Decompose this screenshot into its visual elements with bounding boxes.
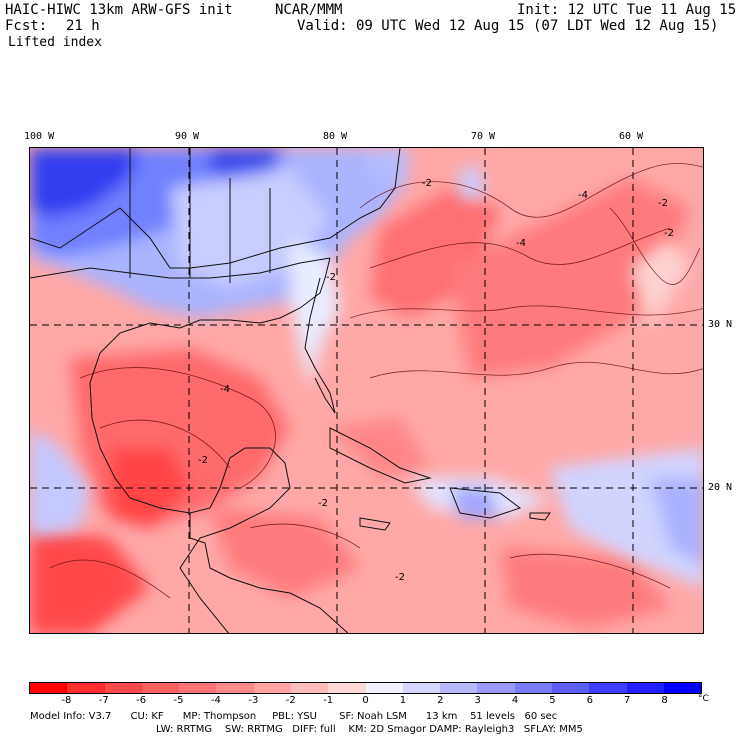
lon-label-70w: 70 W	[471, 131, 496, 142]
color-scale-box	[589, 683, 627, 693]
color-scale-box	[290, 683, 329, 693]
stable-pockets	[30, 168, 703, 588]
model-info-line-1: Model Info: V3.7 CU: KF MP: Thompson PBL…	[30, 711, 558, 722]
color-scale-tick-label: 5	[549, 695, 556, 706]
color-scale-tick-label: 4	[511, 695, 519, 706]
color-scale-tick-label: 8	[661, 695, 668, 706]
color-scale-unit: °C	[698, 694, 709, 704]
contour-label-group: -2 -4 -2 -4 -2 -2 -4 -2 -2 -2	[198, 178, 674, 583]
lat-label-30n: 30 N	[708, 319, 733, 330]
map-canvas: -2 -4 -2 -4 -2 -2 -4 -2 -2 -2	[30, 148, 703, 633]
stable-region-north	[30, 148, 410, 388]
lon-label-60w: 60 W	[619, 131, 644, 142]
contour-label: -2	[326, 272, 336, 283]
init-time: Init: 12 UTC Tue 11 Aug 15	[517, 2, 737, 18]
color-scale-tick-label: -3	[248, 695, 259, 706]
organization-label: NCAR/MMM	[275, 2, 343, 18]
contour-label: -2	[664, 228, 674, 239]
lifted-index-contours	[49, 163, 703, 599]
color-scale-tick-label: 2	[437, 695, 444, 706]
color-scale-box	[663, 683, 702, 693]
color-scale-bar	[29, 682, 702, 694]
contour-label: -2	[658, 198, 668, 209]
contour-label: -4	[578, 190, 588, 201]
model-info-line-2: LW: RRTMG SW: RRTMG DIFF: full KM: 2D Sm…	[156, 724, 583, 735]
color-scale-box	[67, 683, 105, 693]
valid-time: Valid: 09 UTC Wed 12 Aug 15 (07 LDT Wed …	[297, 18, 719, 34]
color-scale-tick-label: -4	[210, 695, 221, 706]
color-scale-box	[365, 683, 403, 693]
color-scale-box	[104, 683, 142, 693]
color-scale-box	[253, 683, 291, 693]
color-scale-tick-label: 7	[624, 695, 631, 706]
color-scale-box	[514, 683, 552, 693]
color-scale-box	[440, 683, 478, 693]
contour-label: -4	[516, 238, 526, 249]
unstable-cores	[30, 178, 690, 633]
coastlines	[30, 148, 551, 633]
contour-label: -2	[198, 455, 208, 466]
forecast-label: Fcst:	[5, 18, 48, 34]
color-scale-tick-label: -2	[285, 695, 296, 706]
color-scale-box	[551, 683, 590, 693]
color-scale-box	[328, 683, 366, 693]
contour-label: -2	[422, 178, 432, 189]
color-scale-box	[141, 683, 180, 693]
color-scale-tick-label: 6	[586, 695, 594, 706]
lon-label-100w: 100 W	[24, 131, 55, 142]
lon-label-80w: 80 W	[323, 131, 348, 142]
color-scale-tick-label: -1	[323, 695, 334, 706]
color-scale-tick-label: -8	[61, 695, 72, 706]
color-scale-tick-label: -7	[98, 695, 109, 706]
contour-label: -4	[220, 384, 230, 395]
lifted-index-map: -2 -4 -2 -4 -2 -2 -4 -2 -2 -2	[29, 147, 704, 634]
lon-label-90w: 90 W	[175, 131, 200, 142]
lat-label-20n: 20 N	[708, 482, 733, 493]
color-scale-tick-label: -6	[136, 695, 147, 706]
color-scale-box	[216, 683, 254, 693]
color-scale-tick-label: 1	[399, 695, 407, 706]
forecast-hour: 21 h	[66, 18, 100, 34]
contour-label: -2	[395, 572, 405, 583]
color-scale-tick-label: 0	[362, 695, 369, 706]
color-scale-box	[179, 683, 217, 693]
contour-label: -2	[318, 498, 328, 509]
color-scale-box	[402, 683, 441, 693]
field-name: Lifted index	[8, 35, 102, 50]
model-title: HAIC-HIWC 13km ARW-GFS init	[5, 2, 233, 18]
color-scale-ticks: -8 -7 -6 -5 -4 -3 -2 -1 0 1 2 3 4 5 6 7 8	[29, 695, 702, 707]
color-scale-box	[626, 683, 664, 693]
color-scale-tick-label: -5	[173, 695, 184, 706]
color-scale-box	[30, 683, 68, 693]
color-scale-box	[477, 683, 515, 693]
color-scale-tick-label: 3	[474, 695, 481, 706]
